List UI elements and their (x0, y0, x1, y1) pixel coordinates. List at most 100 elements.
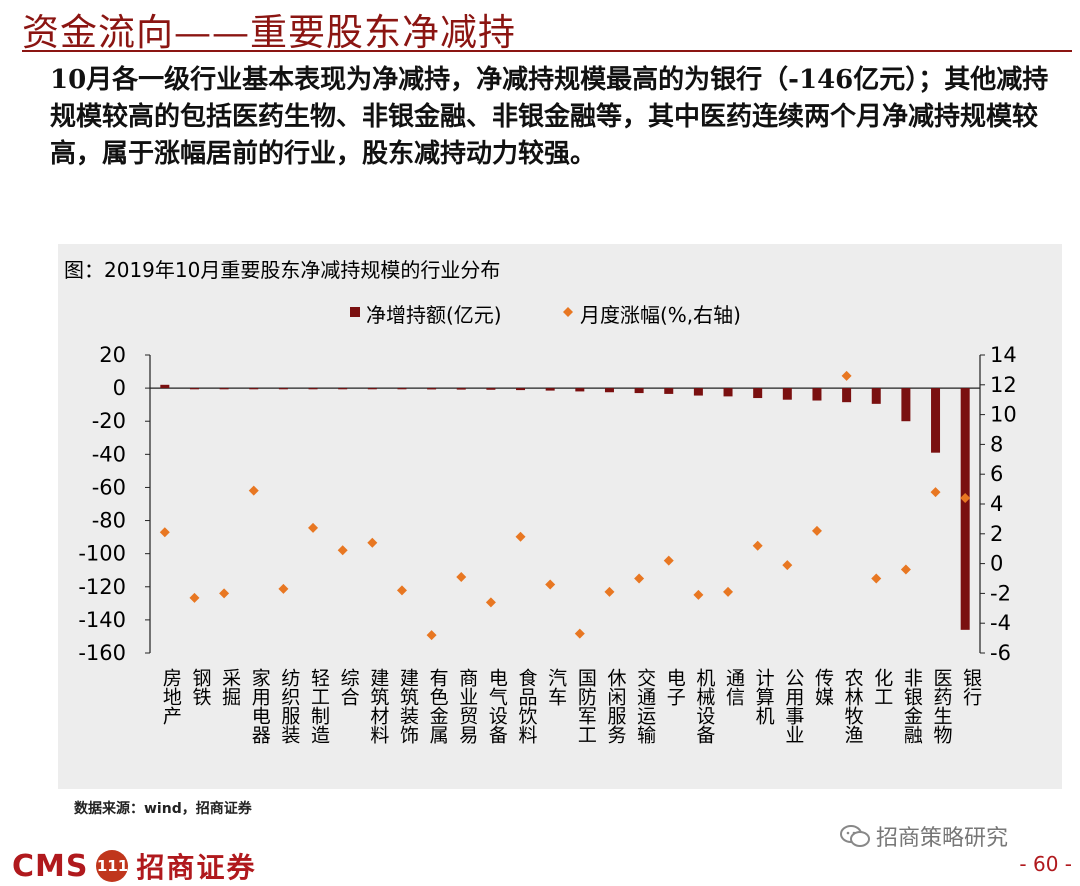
x-tick-label: 建筑装饰 (397, 668, 419, 744)
x-tick-label: 房地产 (160, 668, 182, 725)
wechat-watermark: 招商策略研究 (840, 820, 1008, 852)
bar-休闲服务 (604, 388, 614, 393)
chart-title: 图：2019年10月重要股东净减持规模的行业分布 (64, 258, 501, 282)
y-tick-label-right: 4 (990, 492, 1003, 516)
x-tick-label: 休闲服务 (604, 668, 626, 744)
y-tick-label-left: -140 (78, 608, 126, 632)
x-tick-label: 银行 (960, 668, 982, 706)
logo-badge-icon: 111 (96, 850, 129, 882)
chart-panel (58, 244, 1062, 789)
point-农林牧渔 (841, 370, 852, 381)
x-tick-label: 电气设备 (486, 668, 508, 744)
bar-银行 (960, 388, 970, 630)
y-tick-label-right: 2 (990, 522, 1003, 546)
point-公用事业 (782, 560, 793, 571)
bar-建筑材料 (367, 388, 377, 390)
bar-家用电器 (249, 388, 259, 390)
point-医药生物 (930, 487, 941, 498)
bar-轻工制造 (308, 388, 318, 390)
page-title: 资金流向——重要股东净减持 (22, 11, 516, 54)
point-电子 (663, 555, 674, 566)
x-tick-label: 农林牧渔 (842, 668, 864, 744)
bar-国防军工 (575, 388, 585, 392)
point-食品饮料 (515, 531, 526, 542)
y-tick-label-left: 0 (113, 376, 126, 400)
point-房地产 (159, 527, 170, 538)
point-非银金融 (900, 564, 911, 575)
x-tick-label: 电子 (664, 668, 686, 706)
y-tick-label-left: -120 (78, 575, 126, 599)
bar-计算机 (753, 388, 763, 399)
y-tick-label-right: 8 (990, 432, 1003, 456)
point-银行 (960, 493, 971, 504)
point-建筑装饰 (396, 585, 407, 596)
page-number: - 60 - (1019, 852, 1072, 876)
x-tick-label: 纺织服装 (278, 668, 300, 744)
title-divider (22, 50, 1072, 52)
x-tick-label: 计算机 (753, 668, 775, 725)
bar-农林牧渔 (842, 388, 852, 403)
bar-医药生物 (931, 388, 941, 453)
y-tick-label-left: -40 (92, 442, 126, 466)
point-纺织服装 (278, 583, 289, 594)
bar-交通运输 (634, 388, 644, 394)
bar-化工 (871, 388, 881, 404)
x-tick-label: 有色金属 (427, 668, 449, 745)
point-休闲服务 (604, 586, 615, 597)
logo-chinese-text: 招商证券 (136, 851, 257, 884)
point-建筑材料 (367, 537, 378, 548)
bar-食品饮料 (516, 388, 526, 391)
bar-电气设备 (486, 388, 496, 390)
point-电气设备 (485, 597, 496, 608)
bar-商业贸易 (456, 388, 466, 390)
bar-建筑装饰 (397, 388, 407, 390)
y-tick-label-right: -2 (990, 581, 1011, 605)
bar-纺织服装 (278, 388, 288, 390)
y-tick-label-right: 6 (990, 462, 1003, 486)
y-tick-label-left: -100 (78, 542, 126, 566)
point-轻工制造 (308, 522, 319, 533)
bar-采掘 (219, 388, 229, 390)
y-tick-label-left: -80 (92, 509, 126, 533)
bar-综合 (338, 388, 348, 390)
x-tick-label: 钢铁 (189, 668, 211, 706)
legend-bar-label: 净增持额(亿元) (366, 303, 502, 327)
company-logo: CMS 111 招商证券 (12, 846, 257, 886)
y-tick-label-left: -60 (92, 475, 126, 499)
x-tick-label: 食品饮料 (516, 668, 538, 744)
logo-cms-text: CMS (12, 848, 89, 884)
point-计算机 (752, 540, 763, 551)
bar-非银金融 (901, 388, 911, 422)
bar-机械设备 (693, 388, 703, 396)
x-tick-label: 国防军工 (575, 668, 597, 744)
x-tick-label: 商业贸易 (456, 668, 478, 745)
x-tick-label: 医药生物 (931, 668, 953, 744)
y-tick-label-right: 14 (990, 343, 1017, 367)
bar-通信 (723, 388, 733, 397)
y-tick-label-left: -160 (78, 641, 126, 665)
bar-钢铁 (189, 388, 199, 390)
y-tick-label-right: 12 (990, 373, 1017, 397)
point-机械设备 (693, 589, 704, 600)
point-采掘 (219, 588, 230, 599)
x-tick-label: 采掘 (219, 668, 241, 706)
y-tick-label-left: -20 (92, 409, 126, 433)
point-有色金属 (426, 630, 437, 641)
bar-传媒 (812, 388, 822, 401)
x-tick-label: 机械设备 (693, 668, 715, 744)
x-tick-label: 化工 (871, 668, 893, 706)
x-tick-label: 传媒 (812, 668, 834, 706)
x-tick-label: 轻工制造 (308, 668, 330, 744)
y-tick-label-right: -4 (990, 611, 1011, 635)
legend-marker-swatch (563, 307, 573, 317)
y-tick-label-right: 0 (990, 552, 1003, 576)
bar-电子 (664, 388, 674, 394)
data-source: 数据来源：wind，招商证券 (74, 801, 252, 817)
y-tick-label-right: -6 (990, 641, 1011, 665)
x-tick-label: 建筑材料 (367, 668, 389, 744)
bar-公用事业 (782, 388, 792, 400)
point-通信 (723, 586, 734, 597)
wechat-icon (840, 825, 870, 847)
bar-有色金属 (427, 388, 437, 390)
point-汽车 (545, 579, 556, 590)
